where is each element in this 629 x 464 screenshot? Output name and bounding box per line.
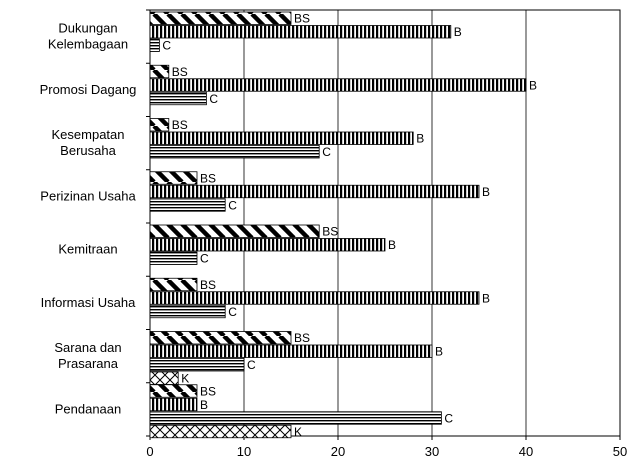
category-label: Informasi Usaha [41,295,136,310]
bar-data-label: C [247,358,256,372]
bar-data-label: C [322,145,331,159]
bar-bs [149,224,320,238]
category-label: Dukungan [58,21,117,36]
category-label: Berusaha [60,143,116,158]
bar-data-label: B [200,398,208,412]
bar-data-label: K [181,372,189,386]
category-label: Kesempatan [52,127,125,142]
bar-bs [149,331,292,345]
bar-data-label: BS [322,225,338,239]
bar-b [149,238,386,252]
bar-b [149,344,433,358]
bar-data-label: BS [200,384,216,398]
category-label: Sarana dan [54,340,121,355]
bar-data-label: BS [294,331,310,345]
bars [149,11,527,439]
bar-c [149,91,207,106]
plot-area-border [149,9,621,437]
bar-c [149,198,226,212]
bar-data-label: B [416,132,424,146]
bar-c [149,411,442,425]
bar-c [149,38,160,52]
axes [146,9,621,440]
bar-bs [149,64,170,79]
category-label: Perizinan Usaha [40,188,136,203]
bar-data-label: B [388,238,396,252]
category-label: Pendanaan [55,401,122,416]
bar-k [149,371,179,385]
bar-data-label: BS [172,65,188,79]
bar-k [149,424,292,439]
x-tick-label: 50 [613,444,627,459]
bar-data-label: B [529,78,537,92]
category-label: Promosi Dagang [40,82,137,97]
bar-data-label: C [162,39,171,53]
bar-b [149,25,452,39]
x-tick-label: 20 [331,444,345,459]
bar-data-label: K [294,425,302,439]
labels: 0 10 20 30 40 50DukunganKelembagaanBSBCPromos… [40,12,628,460]
bar-bs [149,171,198,185]
bar-data-label: BS [200,171,216,185]
bar-data-label: BS [200,278,216,292]
bar-b [149,184,480,199]
bar-bs [149,118,170,132]
bar-bs [149,11,292,25]
bar-b [149,291,480,305]
bar-b [149,397,198,412]
bar-data-label: C [200,252,209,266]
bar-b [149,131,414,145]
bar-c [149,304,226,319]
bar-c [149,251,198,265]
bar-data-label: B [454,25,462,39]
bar-data-label: B [435,345,443,359]
bar-data-label: BS [172,118,188,132]
x-tick-label: 30 [425,444,439,459]
category-label: Kemitraan [58,242,117,257]
bar-data-label: B [482,291,490,305]
x-tick-label: 40 [519,444,533,459]
bar-bs [149,384,198,398]
bar-data-label: C [228,198,237,212]
bar-data-label: BS [294,12,310,26]
x-tick-label: 0 [146,444,153,459]
category-label: Kelembagaan [48,37,128,52]
x-tick-label: 10 [237,444,251,459]
bar-data-label: C [228,305,237,319]
bar-data-label: C [209,92,218,106]
bar-c [149,358,245,372]
bar-data-label: C [444,411,453,425]
category-label: Prasarana [58,356,119,371]
bar-b [149,78,527,92]
bar-bs [149,277,198,292]
bar-data-label: B [482,185,490,199]
grid-lines [243,10,527,436]
bar-c [149,145,320,159]
